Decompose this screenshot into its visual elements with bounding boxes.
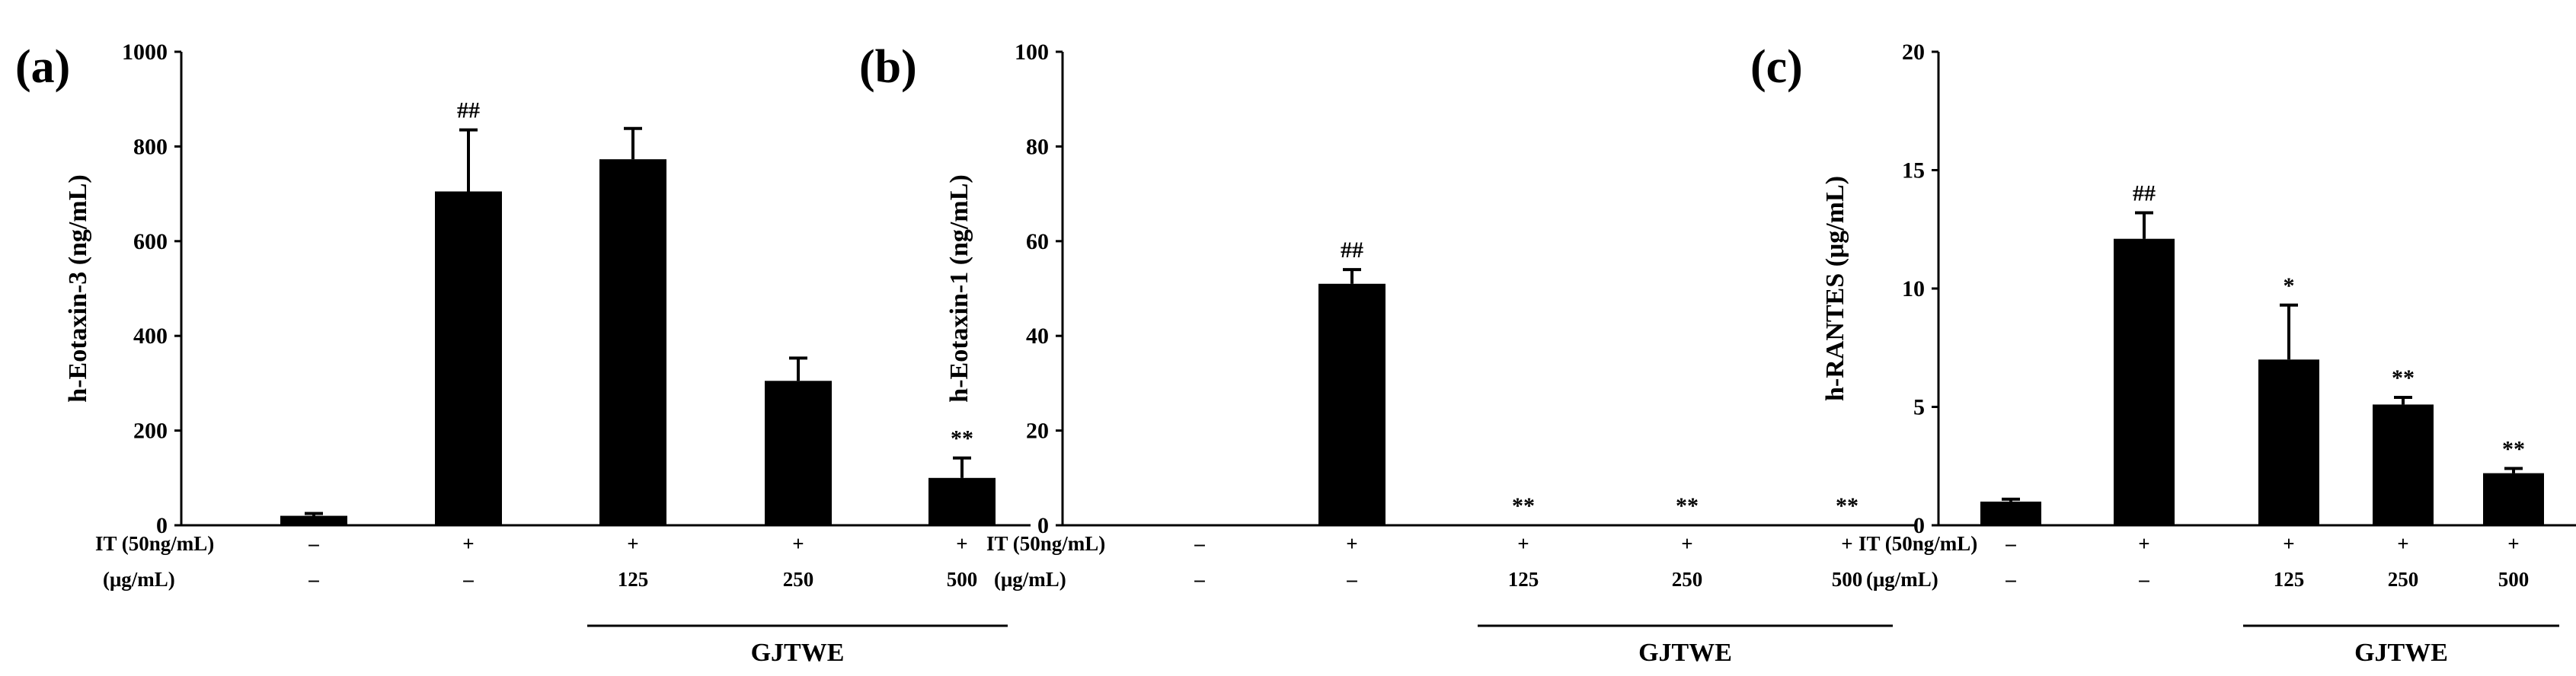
- panel-label: (c): [1750, 41, 1803, 93]
- y-axis-label: h-RANTES (μg/mL): [1821, 176, 1849, 401]
- y-tick-label: 80: [1026, 134, 1049, 159]
- it-condition-value: –: [308, 532, 319, 555]
- significance-mark: **: [1512, 493, 1535, 518]
- it-condition-value: +: [2507, 532, 2519, 555]
- dose-value: 125: [618, 568, 649, 591]
- y-tick-label: 400: [133, 324, 168, 349]
- dose-row-label: (μg/mL): [994, 568, 1066, 591]
- dose-value: 125: [2274, 568, 2305, 591]
- y-tick-label: 40: [1026, 324, 1049, 349]
- bar: [765, 381, 832, 525]
- significance-mark: ##: [2133, 180, 2156, 206]
- y-tick-label: 0: [1037, 513, 1049, 538]
- group-label: GJTWE: [1638, 639, 1732, 667]
- bar: [2373, 404, 2434, 525]
- it-condition-value: +: [2138, 532, 2149, 555]
- it-condition-value: +: [1346, 532, 1357, 555]
- it-condition-value: –: [1194, 532, 1205, 555]
- panel-label: (a): [15, 41, 70, 93]
- chart-panel-2: (b) 0 20 40 60 80 100 h-Eotaxin-1 (ng/mL) – – ## + –…: [859, 40, 1916, 667]
- it-condition-value: +: [2397, 532, 2408, 555]
- bar: [2258, 359, 2319, 525]
- y-tick-label: 0: [156, 513, 168, 538]
- y-axis-label: h-Eotaxin-1 (ng/mL): [945, 174, 973, 402]
- panel-label: (b): [859, 41, 917, 93]
- y-tick-label: 60: [1026, 229, 1049, 254]
- it-condition-value: +: [2283, 532, 2294, 555]
- y-tick-label: 5: [1913, 395, 1925, 420]
- y-tick-label: 10: [1902, 276, 1925, 301]
- bar: [2114, 238, 2175, 525]
- bar: [928, 477, 996, 525]
- dose-value: 500: [1832, 568, 1863, 591]
- significance-mark: **: [2392, 365, 2415, 391]
- it-condition-value: +: [956, 532, 967, 555]
- dose-value: 250: [783, 568, 814, 591]
- significance-mark: ##: [1341, 238, 1363, 263]
- chart-panel-3: (c) 0 5 10 15 20 h-RANTES (μg/mL) – – ## + – * +125 **…: [1750, 40, 2576, 667]
- dose-value: 500: [947, 568, 978, 591]
- y-tick-label: 100: [1015, 40, 1049, 65]
- significance-mark: **: [1836, 493, 1858, 518]
- it-condition-value: +: [1517, 532, 1529, 555]
- it-condition-label: IT (50ng/mL): [95, 532, 214, 555]
- dose-value: –: [308, 568, 319, 591]
- dose-row-label: (μg/mL): [103, 568, 175, 591]
- bar: [435, 191, 502, 526]
- significance-mark: *: [2284, 273, 2295, 298]
- dose-value: 500: [2498, 568, 2530, 591]
- it-condition-value: +: [462, 532, 474, 555]
- dose-value: –: [1346, 568, 1357, 591]
- dose-row-label: (μg/mL): [1866, 568, 1938, 591]
- y-tick-label: 200: [133, 419, 168, 444]
- it-condition-value: +: [1841, 532, 1852, 555]
- significance-mark: **: [2502, 436, 2525, 461]
- it-condition-label: IT (50ng/mL): [1858, 532, 1977, 555]
- bar: [1318, 283, 1385, 525]
- it-condition-value: –: [2005, 532, 2016, 555]
- y-tick-label: 15: [1902, 158, 1925, 183]
- group-label: GJTWE: [2354, 639, 2448, 667]
- bar: [599, 159, 666, 525]
- bar: [280, 515, 347, 525]
- dose-value: 125: [1508, 568, 1539, 591]
- group-label: GJTWE: [751, 639, 845, 667]
- y-tick-label: 600: [133, 229, 168, 254]
- bar: [2483, 473, 2544, 525]
- y-tick-label: 1000: [122, 40, 168, 65]
- y-tick-label: 800: [133, 134, 168, 159]
- y-tick-label: 0: [1913, 513, 1925, 538]
- dose-value: 250: [2388, 568, 2419, 591]
- dose-value: –: [2138, 568, 2149, 591]
- it-condition-value: +: [627, 532, 638, 555]
- it-condition-label: IT (50ng/mL): [986, 532, 1105, 555]
- bar: [1980, 501, 2041, 525]
- y-tick-label: 20: [1026, 419, 1049, 444]
- significance-mark: ##: [457, 98, 480, 123]
- y-axis-label: h-Eotaxin-3 (ng/mL): [64, 174, 92, 402]
- dose-value: –: [1194, 568, 1205, 591]
- significance-mark: **: [1676, 493, 1699, 518]
- dose-value: –: [462, 568, 474, 591]
- chart-panel-1: (a) 0 200 400 600 800 1000 h-Eotaxin-3 (ng/mL) –…: [15, 40, 1031, 667]
- y-tick-label: 20: [1902, 40, 1925, 65]
- dose-value: –: [2005, 568, 2016, 591]
- it-condition-value: +: [792, 532, 804, 555]
- dose-value: 250: [1672, 568, 1703, 591]
- it-condition-value: +: [1681, 532, 1692, 555]
- significance-mark: **: [951, 426, 973, 451]
